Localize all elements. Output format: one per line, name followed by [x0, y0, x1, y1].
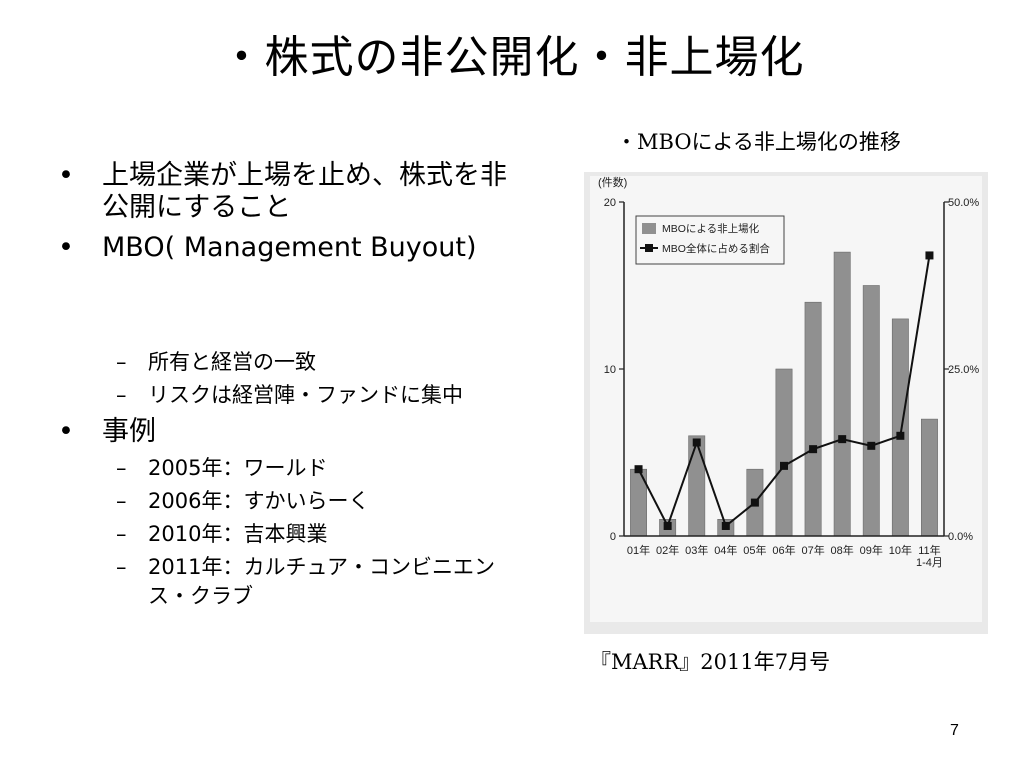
page-number: 7 — [950, 722, 959, 739]
legend-label-line: MBO全体に占める割合 — [662, 242, 770, 255]
line-point-mbo-share — [838, 435, 847, 444]
bar-mbo-delisting — [688, 435, 706, 537]
line-point-mbo-share — [925, 251, 934, 260]
x-axis-tick-label-line: 07年 — [801, 543, 824, 557]
bar-mbo-delisting — [921, 418, 938, 537]
line-point-mbo-share — [896, 431, 905, 440]
bullet-text: MBO( Management Buyout) — [102, 232, 477, 263]
line-point-mbo-share — [750, 498, 759, 507]
x-axis-tick-label: 02年 — [656, 543, 679, 557]
x-axis-tick-label-line: 11年 — [918, 543, 940, 557]
left-axis-tick-label: 20 — [604, 197, 616, 209]
x-axis-tick-label: 05年 — [743, 543, 766, 557]
bullet-examples: • 事例 — [56, 416, 526, 448]
example-2005: – 2005年：ワールド — [56, 454, 526, 483]
x-axis-tick-label: 06年 — [772, 543, 795, 557]
dash-marker: – — [116, 383, 127, 407]
bar-mbo-delisting — [862, 285, 880, 537]
x-axis-tick-label-line: 01年 — [627, 543, 650, 557]
x-axis-tick-label-line: 04年 — [714, 543, 737, 557]
example-text: 2011年：カルチュア・コンビニエンス・クラブ — [148, 555, 496, 608]
dash-marker: – — [116, 555, 127, 579]
bar-mbo-delisting — [891, 318, 909, 537]
sub-bullet-ownership: – 所有と経営の一致 — [56, 348, 526, 377]
line-point-mbo-share — [780, 461, 788, 470]
bar-mbo-delisting — [775, 368, 793, 537]
sub-bullet-risk: – リスクは経営陣・ファンドに集中 — [56, 381, 526, 410]
dash-marker: – — [116, 456, 127, 480]
line-point-mbo-share — [867, 441, 876, 450]
example-text: 2010年：吉本興業 — [148, 522, 328, 546]
bullet-list: • 上場企業が上場を止め、株式を非公開にすること • MBO( Manageme… — [56, 160, 526, 611]
line-point-mbo-share — [663, 521, 672, 530]
example-text: 2006年：すかいらーく — [148, 489, 370, 513]
example-text: 2005年：ワールド — [148, 456, 328, 480]
left-axis-tick-label: 0 — [610, 531, 616, 543]
source-note: 『MARR』2011年7月号 — [590, 650, 831, 674]
dash-marker: – — [116, 489, 127, 513]
bar-mbo-delisting — [804, 301, 822, 537]
line-point-mbo-share — [634, 465, 643, 474]
legend-swatch-marker — [645, 244, 653, 252]
x-axis-tick-label: 07年 — [801, 543, 824, 557]
bullet-text: 事例 — [102, 416, 156, 447]
dash-marker: – — [116, 522, 127, 546]
line-point-mbo-share — [721, 521, 730, 530]
mbo-chart: 0 10 20 0.0% 25.0% 50.0% (件数) 01年 02年 03年 04年 05年 06… — [590, 176, 982, 622]
sub-bullet-text: リスクは経営陣・ファンドに集中 — [148, 383, 463, 407]
legend-label-bar: MBOによる非上場化 — [662, 222, 760, 235]
bullet-definition: • 上場企業が上場を止め、株式を非公開にすること — [56, 160, 526, 224]
bullet-marker: • — [58, 232, 74, 263]
bullet-marker: • — [58, 160, 74, 191]
x-axis-tick-label: 03年 — [685, 543, 708, 557]
left-axis-unit-label: (件数) — [598, 176, 627, 189]
right-axis-tick-label: 0.0% — [948, 531, 973, 543]
x-axis-tick-label-line: 05年 — [743, 543, 766, 557]
bullet-marker: • — [58, 416, 74, 447]
x-axis-tick-label-line: 06年 — [772, 543, 795, 557]
right-axis-tick-label: 50.0% — [948, 197, 979, 209]
x-axis-tick-label-line: 09年 — [860, 543, 883, 557]
x-axis-tick-label-line: 03年 — [685, 543, 708, 557]
line-point-mbo-share — [809, 445, 818, 454]
x-axis-tick-label: 01年 — [627, 543, 650, 557]
line-point-mbo-share — [692, 438, 701, 447]
bar-mbo-delisting — [833, 251, 851, 537]
example-2011: – 2011年：カルチュア・コンビニエンス・クラブ — [56, 553, 518, 611]
example-2006: – 2006年：すかいらーく — [56, 487, 526, 516]
legend-swatch-bar — [642, 223, 656, 234]
x-axis-tick-label: 11年 1-4月 — [916, 543, 943, 569]
x-axis-tick-label-line: 02年 — [656, 543, 679, 557]
example-2010: – 2010年：吉本興業 — [56, 520, 526, 549]
chart-caption: ・MBOによる非上場化の推移 — [616, 130, 901, 154]
left-axis-tick-label: 10 — [604, 364, 616, 376]
right-axis-tick-label: 25.0% — [948, 364, 979, 376]
dash-marker: – — [116, 350, 127, 374]
x-axis-tick-label-line: 1-4月 — [916, 557, 943, 569]
x-axis-tick-label: 04年 — [714, 543, 737, 557]
x-axis-tick-label: 10年 — [889, 543, 912, 557]
chart-photo: 0 10 20 0.0% 25.0% 50.0% (件数) 01年 02年 03年 04年 05年 06… — [584, 172, 988, 634]
x-axis-tick-label: 09年 — [860, 543, 883, 557]
bullet-mbo: • MBO( Management Buyout) — [56, 232, 526, 264]
x-axis-tick-label-line: 10年 — [889, 543, 912, 557]
x-axis-tick-label: 08年 — [831, 543, 854, 557]
legend-box — [635, 215, 785, 265]
x-axis-tick-label-line: 08年 — [831, 543, 854, 557]
slide-title: ・株式の非公開化・非上場化 — [219, 32, 805, 83]
bullet-text: 上場企業が上場を止め、株式を非公開にすること — [102, 160, 507, 223]
sub-bullet-text: 所有と経営の一致 — [148, 350, 316, 374]
